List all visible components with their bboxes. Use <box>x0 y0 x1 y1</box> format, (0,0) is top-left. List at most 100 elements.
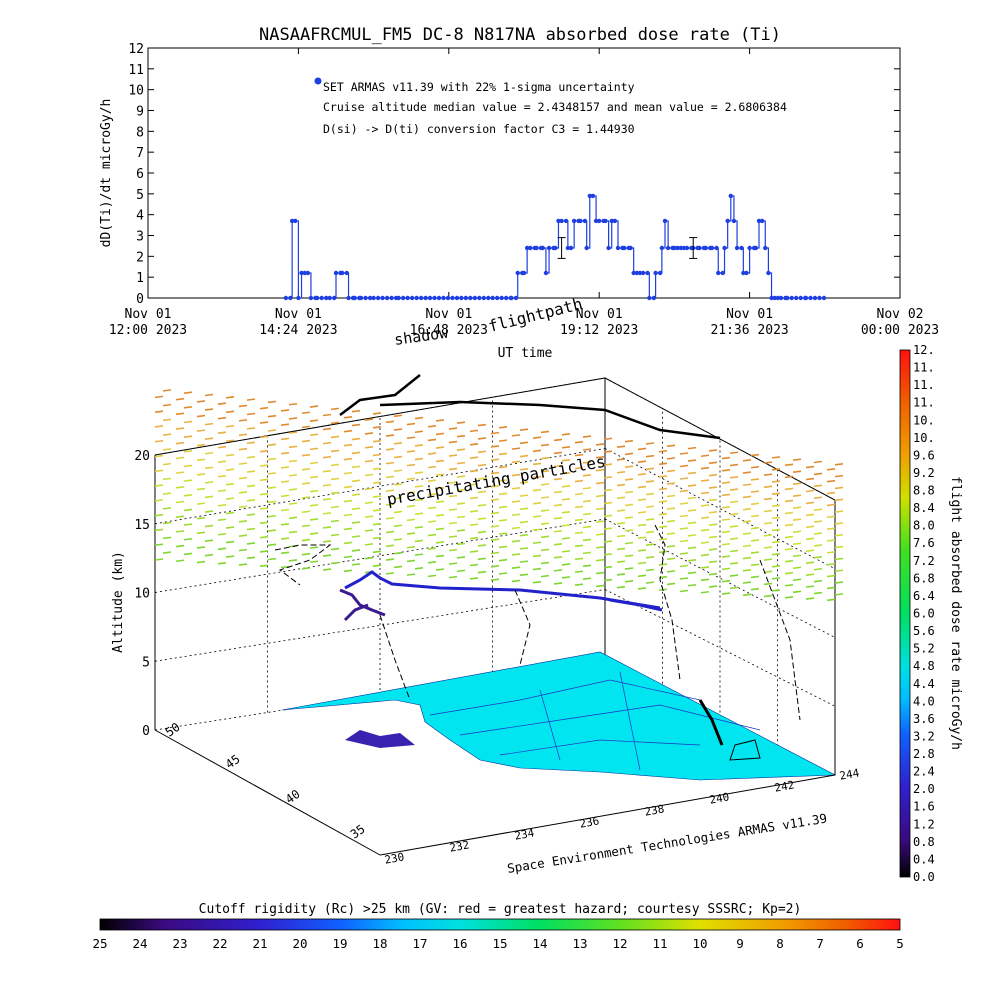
dose-dash <box>469 483 479 486</box>
dose-dash <box>280 451 290 455</box>
dose-dash <box>540 522 550 525</box>
dose-dash <box>687 509 697 512</box>
dose-dash <box>813 544 823 547</box>
dose-dash <box>771 552 781 556</box>
dose-dash <box>469 510 479 513</box>
dose-colorbar-tick: 0.0 <box>913 870 935 884</box>
x-tick-label-time: 14:24 2023 <box>259 323 337 338</box>
data-point <box>747 245 752 251</box>
dose-dash <box>721 481 731 484</box>
dose-dash <box>813 579 823 583</box>
dose-dash <box>729 476 739 479</box>
ceiling-shadow <box>339 374 721 440</box>
dose-dash <box>448 548 458 552</box>
dose-dash <box>792 482 802 485</box>
dose-dash <box>784 596 794 599</box>
dose-dash <box>750 478 760 481</box>
border-line <box>499 739 701 756</box>
dose-dash <box>540 535 550 539</box>
dose-dash <box>301 411 311 415</box>
dose-dash <box>582 486 592 490</box>
dose-dash <box>393 483 403 486</box>
dose-dash <box>637 485 647 489</box>
dose-dash <box>343 443 353 447</box>
dose-dash <box>561 576 571 579</box>
data-point <box>587 193 592 199</box>
dose-dash <box>322 483 332 487</box>
rigidity-colorbar-ticks: 25 24 23 22 21 20 19 18 17 16 15 14 13 12 11 10 9 8 7 6 5 <box>92 936 903 951</box>
dose-dash <box>435 514 445 517</box>
dose-dash <box>259 492 269 496</box>
dose-dash <box>217 532 227 536</box>
dose-dash <box>246 398 256 401</box>
altitude-tick-label: 0 <box>142 724 150 739</box>
dose-dash <box>267 472 277 475</box>
dose-dash <box>582 461 592 464</box>
data-point <box>396 295 401 301</box>
dose-dash <box>700 491 710 495</box>
descent-track <box>343 603 369 622</box>
x-tick-label-date: Nov 01 <box>576 307 623 322</box>
dose-dash <box>750 514 760 518</box>
dose-dash <box>196 458 206 462</box>
dose-dash <box>666 532 676 536</box>
data-point <box>615 245 621 251</box>
altitude-axis: 0 5 10 15 20 <box>134 449 150 739</box>
data-point <box>568 245 574 251</box>
y-tick-label: 11 <box>128 63 144 78</box>
dose-dash <box>540 574 550 578</box>
dose-dash <box>826 598 836 602</box>
dose-dash <box>784 547 794 551</box>
dose-dash <box>225 526 235 529</box>
longitude-tick-label: 234 <box>513 826 535 842</box>
dose-dash <box>448 521 458 525</box>
dose-dash <box>364 445 374 449</box>
data-point <box>578 218 583 224</box>
rigidity-colorbar-bar <box>99 918 901 931</box>
floor-front-left-edge <box>154 729 381 856</box>
y-tick-label: 9 <box>136 105 144 120</box>
dose-colorbar-ticks: 0.0 0.4 0.8 1.2 1.6 2.0 2.4 2.8 3.2 3.6 4.0 4.4 4.8 5… <box>913 343 935 884</box>
dose-dash <box>309 518 319 521</box>
dose-dash <box>330 477 340 481</box>
dose-dash <box>351 437 361 441</box>
dose-dash <box>574 453 584 457</box>
dose-dash <box>708 511 718 514</box>
dose-dash <box>162 521 172 525</box>
dose-dash <box>721 579 731 583</box>
dose-dash <box>427 560 437 564</box>
dose-dash <box>267 514 277 518</box>
dose-dash <box>616 470 626 474</box>
dose-dash <box>154 558 164 561</box>
dose-dash <box>532 515 542 518</box>
dose-dash <box>763 473 773 476</box>
data-point <box>559 218 564 224</box>
dose-dash <box>742 495 752 499</box>
dose-dash <box>372 439 382 443</box>
dose-dash <box>792 494 802 497</box>
dose-dash <box>309 405 319 408</box>
data-point <box>697 245 702 251</box>
dose-dash <box>700 541 710 544</box>
dose-colorbar-tick: 10. <box>913 431 935 445</box>
dose-dash <box>225 410 235 414</box>
dose-dash <box>456 461 466 465</box>
dose-dash <box>238 563 248 566</box>
data-point <box>785 295 790 301</box>
dose-dash <box>792 542 802 546</box>
dose-dash <box>708 560 718 564</box>
data-point <box>289 218 295 224</box>
dose-dash <box>603 437 613 441</box>
dose-dash <box>322 540 332 543</box>
dose-dash <box>574 544 584 548</box>
border-line <box>429 679 701 716</box>
dose-dash <box>763 594 773 598</box>
dose-dash <box>540 496 550 499</box>
dose-dash <box>246 484 256 488</box>
dose-dash <box>742 507 752 511</box>
dose-dash <box>532 488 542 492</box>
dose-dash <box>435 541 445 544</box>
data-point <box>283 295 289 301</box>
dose-dash <box>574 531 584 535</box>
data-point <box>546 245 552 251</box>
